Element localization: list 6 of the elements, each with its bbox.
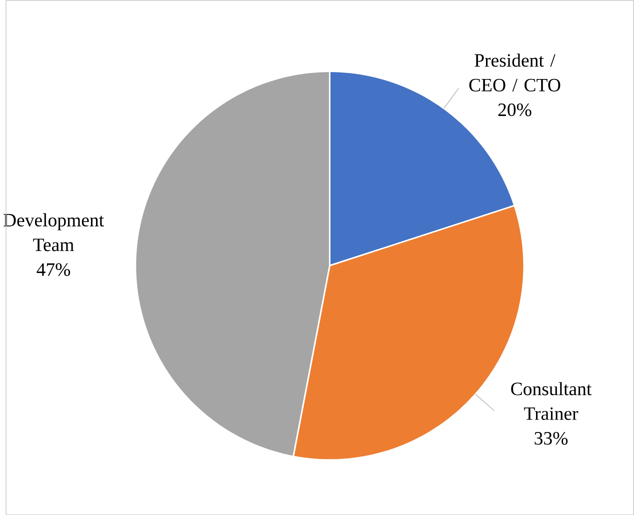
slice-label: President / CEO / CTO: [469, 53, 560, 92]
slice-label: Development Team: [4, 213, 104, 251]
slice-label: Consultant Trainer: [511, 382, 592, 420]
data-label: 33%: [534, 432, 568, 444]
data-label: 47%: [36, 263, 70, 276]
data-label: 20%: [498, 103, 532, 116]
